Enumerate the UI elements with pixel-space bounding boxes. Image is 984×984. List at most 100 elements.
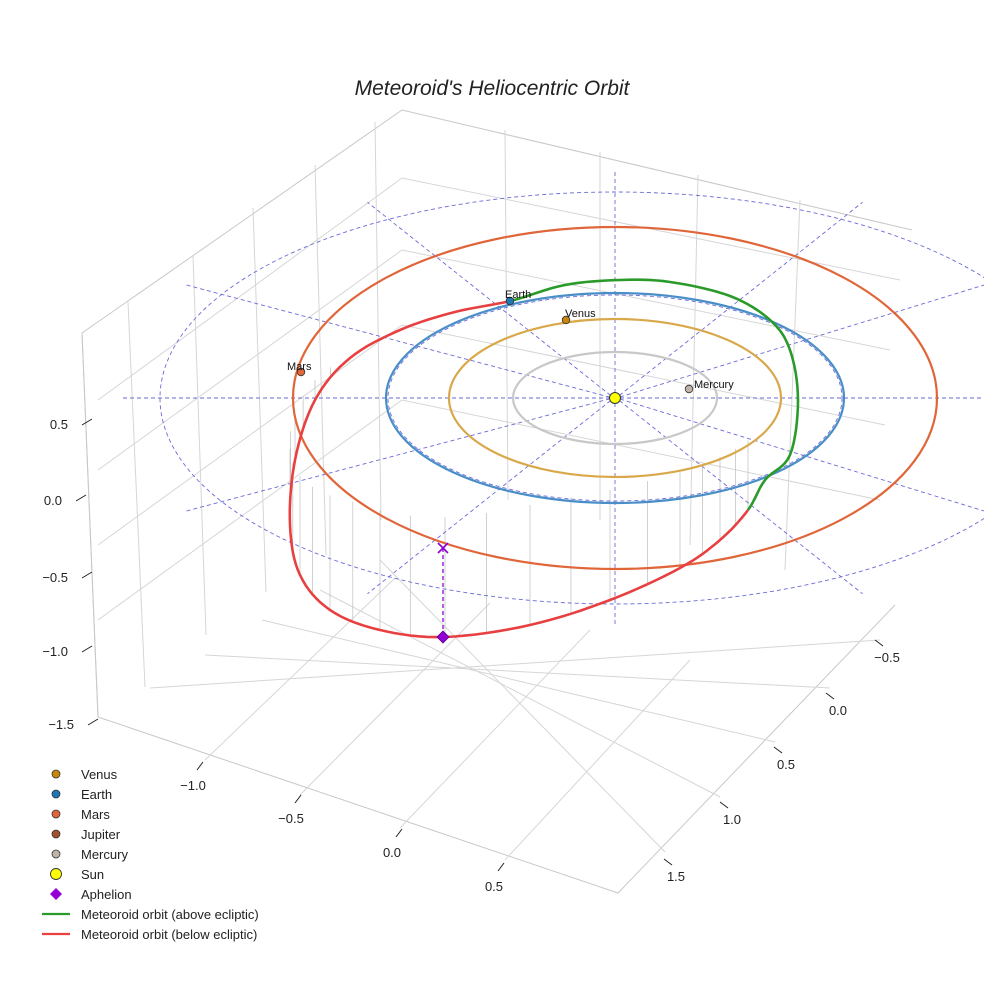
- ecliptic-reference-lines: [120, 172, 984, 624]
- legend-swatch: [51, 849, 61, 859]
- legend-swatch: [51, 769, 61, 779]
- z-tick-mark: [81, 418, 93, 426]
- legend-item: Meteoroid orbit (below ecliptic): [42, 927, 257, 942]
- grid-floor-b-3: [319, 589, 721, 798]
- axis-ticks: 0.5 0.0 −0.5 −1.0 −1.5 −1.0 −0.5 0.0 0.5 −0.5 0.0 0…: [42, 417, 900, 894]
- legend-item: Jupiter: [51, 827, 121, 842]
- legend-item: Sun: [50, 867, 104, 882]
- grid-wall-left-3: [314, 164, 327, 556]
- grid-wall-left-2: [252, 207, 267, 593]
- z-tick-label: −1.0: [42, 644, 68, 659]
- venus-label: Venus: [565, 308, 596, 320]
- mercury-marker: [684, 384, 694, 394]
- y-tick-mark: [719, 801, 729, 809]
- legend-item: Mars: [51, 807, 110, 822]
- grid-floor-a-1: [299, 602, 491, 796]
- legend-label: Jupiter: [81, 827, 121, 842]
- legend-label: Mars: [81, 807, 110, 822]
- z-tick-mark: [75, 494, 87, 502]
- reference-spoke: [613, 201, 863, 401]
- x-tick-mark: [395, 828, 403, 838]
- z-tick-mark: [81, 645, 93, 653]
- legend-swatch: [51, 789, 61, 799]
- grid-wall-right-0: [504, 129, 509, 501]
- pane-outline-floor: [97, 604, 896, 894]
- legend: Venus Earth Mars Jupiter Mercury Sun Aphelion M…: [42, 767, 259, 942]
- aphelion-marker: [436, 630, 450, 644]
- grid-wall-left-0: [127, 301, 146, 688]
- grid-wall-left-4: [374, 121, 382, 521]
- venus-orbit: [447, 317, 783, 479]
- reference-spoke: [186, 396, 617, 512]
- x-tick-label: 0.0: [383, 845, 401, 860]
- grid-wall-h-3: [97, 399, 881, 621]
- earth-label: Earth: [505, 289, 531, 301]
- y-tick-label: −0.5: [874, 650, 900, 665]
- legend-item: Earth: [51, 787, 112, 802]
- z-tick-label: 0.5: [50, 417, 68, 432]
- x-tick-mark: [294, 794, 302, 804]
- earth-marker: [505, 296, 515, 306]
- grid-floor-b-0: [149, 639, 881, 689]
- reference-spoke: [613, 284, 984, 400]
- y-tick-mark: [773, 746, 783, 754]
- grid-wall-h-0: [97, 177, 901, 401]
- z-tick-mark: [87, 718, 99, 726]
- grid-floor-b-4: [379, 559, 666, 853]
- grid-floor-b-2: [261, 619, 776, 743]
- legend-label: Earth: [81, 787, 112, 802]
- legend-item: Mercury: [51, 847, 128, 862]
- legend-label: Sun: [81, 867, 104, 882]
- planet-orbits: [291, 225, 939, 571]
- legend-item: Aphelion: [50, 887, 132, 902]
- mercury-label: Mercury: [694, 379, 734, 391]
- grid-wall-left-1: [192, 254, 207, 636]
- z-tick-mark: [81, 571, 93, 579]
- legend-label: Meteoroid orbit (above ecliptic): [81, 907, 259, 922]
- sun-marker: [609, 392, 621, 404]
- z-tick-label: −1.5: [48, 717, 74, 732]
- axis-panes: [81, 109, 913, 894]
- legend-label: Meteoroid orbit (below ecliptic): [81, 927, 257, 942]
- z-tick-label: −0.5: [42, 570, 68, 585]
- legend-swatch: [50, 888, 62, 900]
- meteoroid-orbit: [288, 278, 800, 639]
- z-axis-edge: [81, 332, 99, 718]
- x-tick-mark: [196, 761, 204, 771]
- legend-label: Mercury: [81, 847, 128, 862]
- pane-outline-back: [81, 109, 913, 718]
- y-tick-label: 1.5: [667, 869, 685, 884]
- legend-label: Aphelion: [81, 887, 132, 902]
- reference-spoke: [613, 396, 984, 512]
- aphelion-projection-x: [437, 542, 449, 554]
- legend-swatch: [51, 829, 61, 839]
- grid-wall-h-1: [97, 249, 891, 471]
- meteoroid-orbit-above: [509, 278, 800, 511]
- grid-floor-b-1: [204, 654, 831, 689]
- y-tick-label: 0.0: [829, 703, 847, 718]
- legend-label: Venus: [81, 767, 118, 782]
- y-tick-mark: [663, 858, 673, 866]
- legend-swatch: [51, 809, 61, 819]
- grid-wall-right-3: [784, 199, 801, 571]
- grid-floor-a-0: [204, 577, 396, 761]
- mars-orbit: [291, 225, 939, 571]
- venus-marker: [561, 315, 571, 325]
- y-tick-label: 0.5: [777, 757, 795, 772]
- reference-spoke: [186, 284, 617, 400]
- chart-title: Meteoroid's Heliocentric Orbit: [355, 77, 631, 100]
- mercury-orbit: [511, 350, 719, 446]
- grid-floor-a-3: [504, 659, 691, 861]
- grid-floor-a-2: [399, 629, 591, 829]
- x-tick-label: −0.5: [278, 811, 304, 826]
- grid-wall-h-2: [97, 324, 886, 546]
- y-tick-label: 1.0: [723, 812, 741, 827]
- y-tick-mark: [825, 692, 835, 700]
- meteoroid-orbit-below: [288, 299, 750, 639]
- reference-spoke: [367, 395, 617, 595]
- x-tick-label: 0.5: [485, 879, 503, 894]
- x-tick-mark: [497, 862, 505, 872]
- reference-spoke: [613, 395, 863, 595]
- bodies: Mercury Venus Earth Mars: [287, 289, 734, 644]
